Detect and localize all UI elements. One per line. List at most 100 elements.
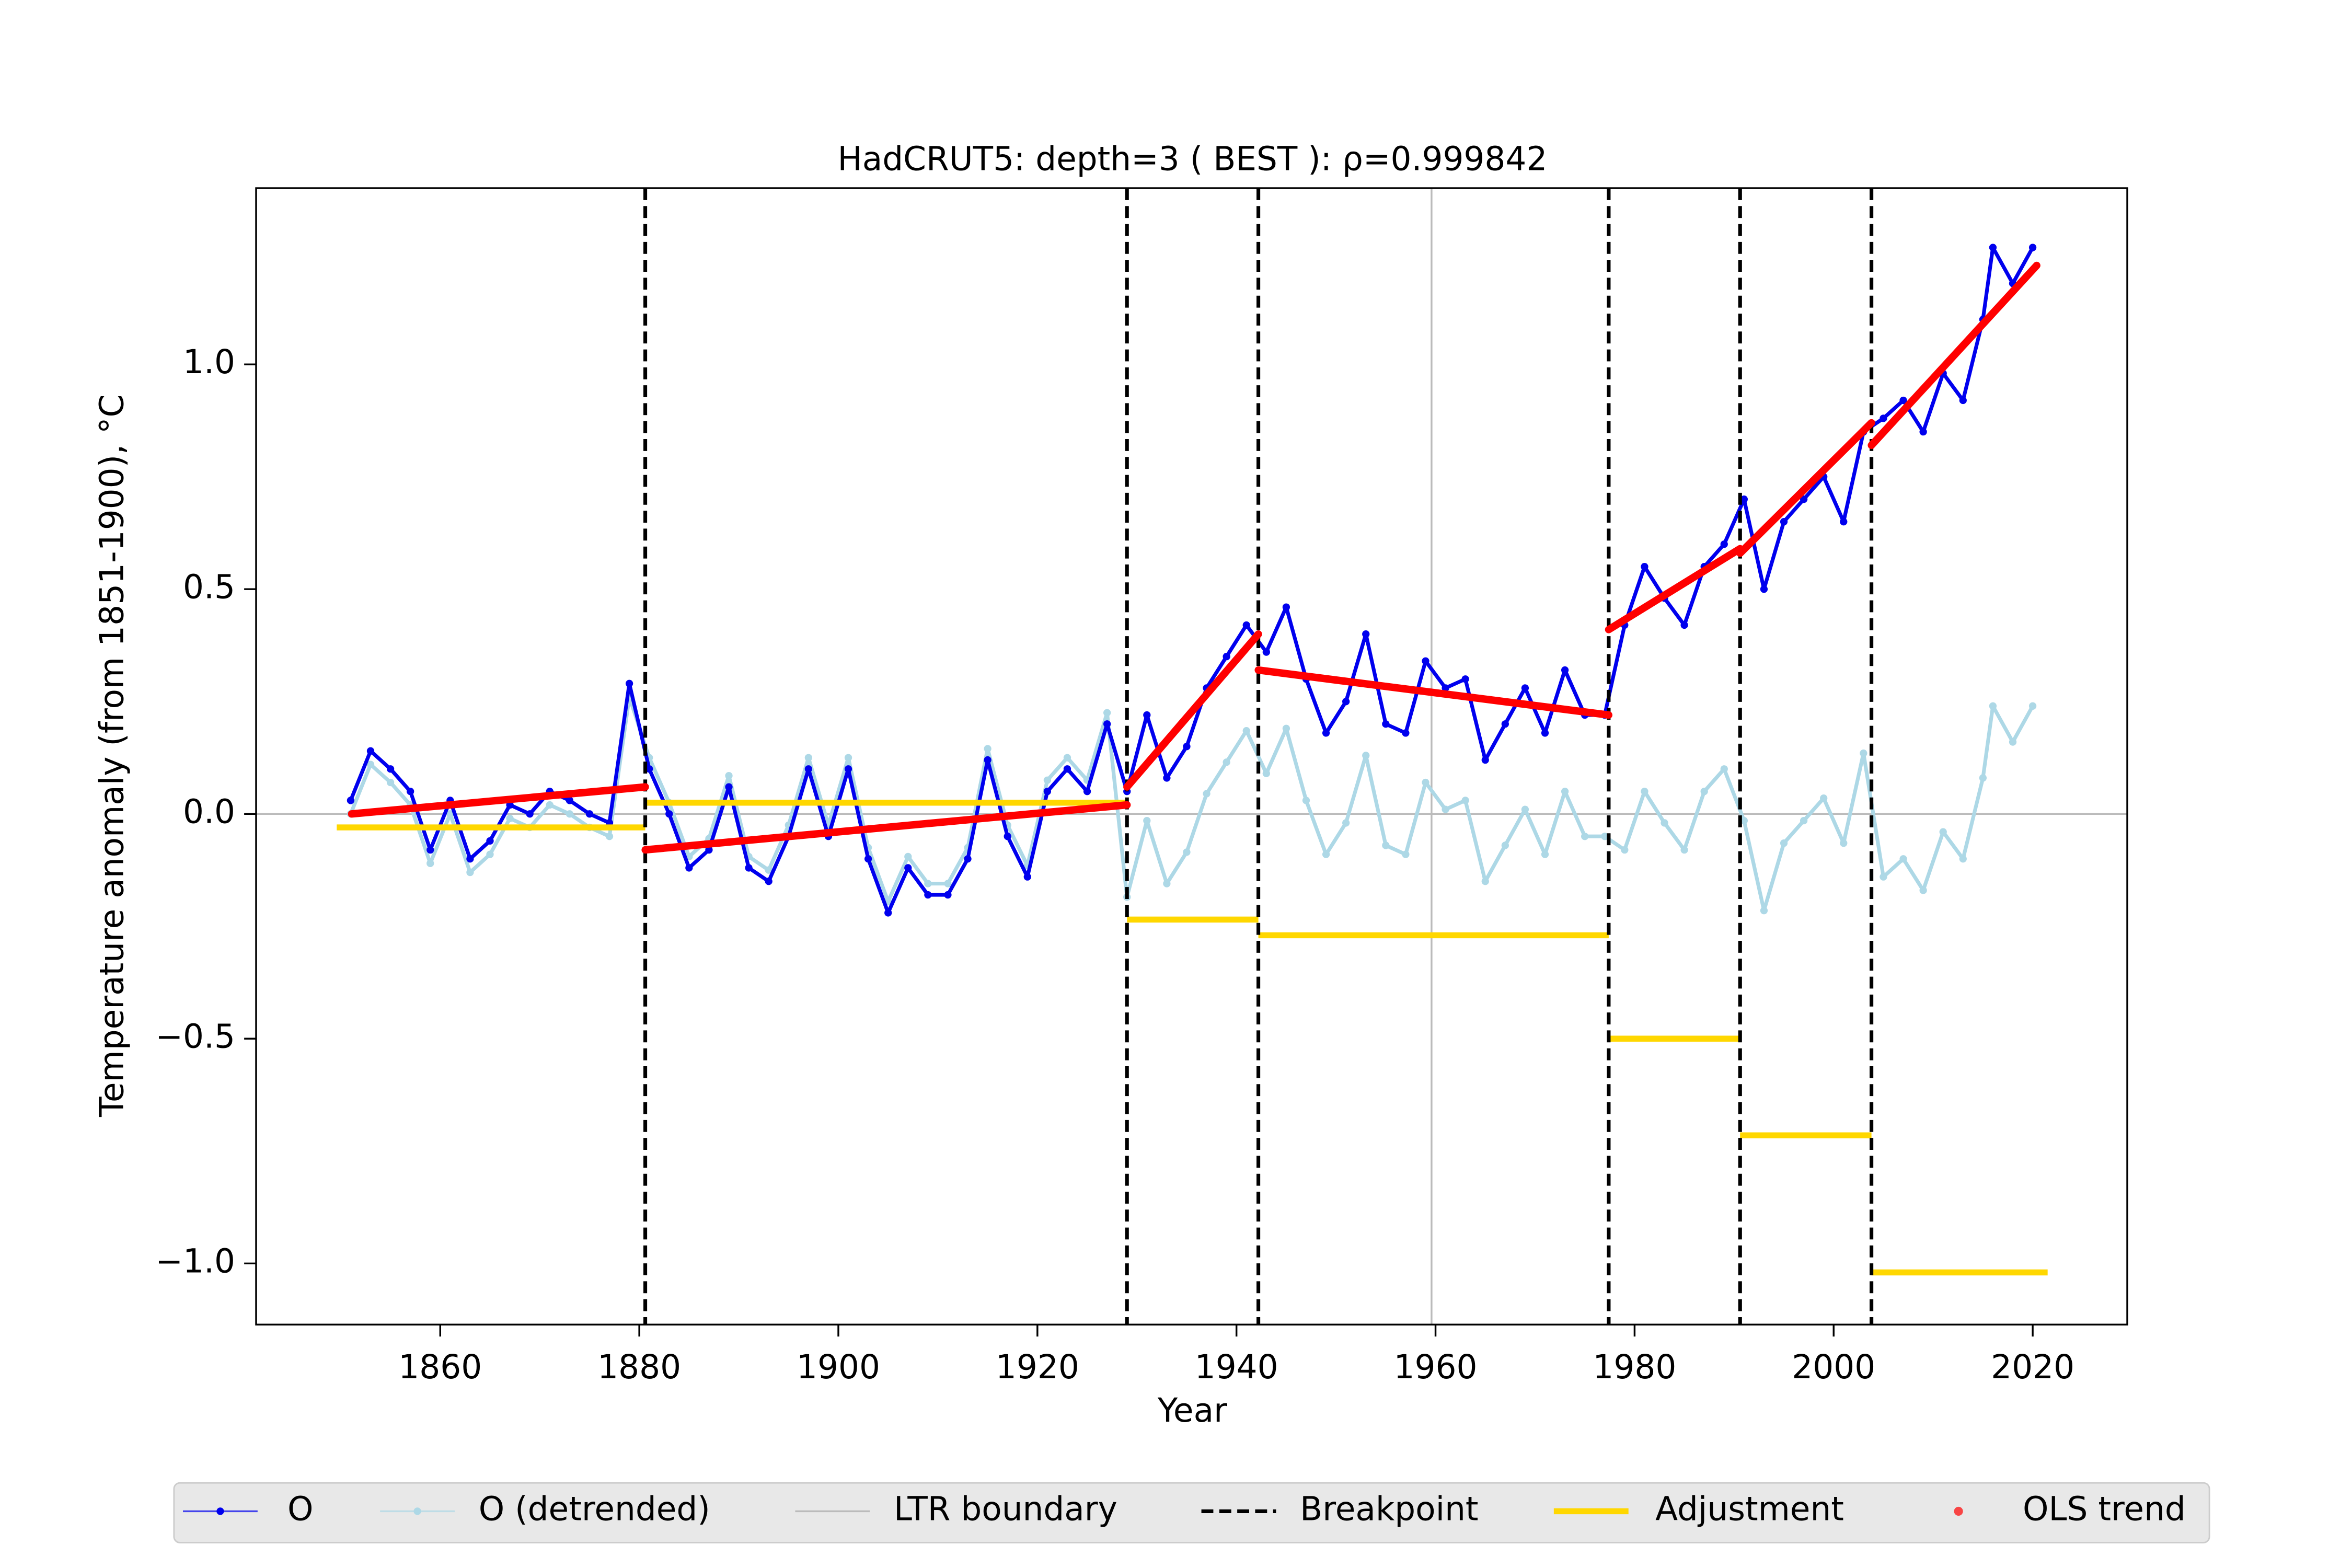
series-point [1143,816,1151,825]
x-tick-label: 1940 [1195,1348,1278,1386]
series-point [366,760,375,768]
series-point [1641,788,1648,795]
series-point [1989,244,1997,251]
series-point [1760,907,1768,915]
series-point [1880,414,1887,422]
series-point [1223,653,1230,661]
series-point [1621,846,1629,854]
x-tick-label: 1980 [1593,1348,1676,1386]
series-point [2009,738,2017,746]
ols-trend [641,801,1131,854]
y-tick-label: −1.0 [155,1242,235,1280]
background [21,0,2331,1568]
legend-entries: O O (detrended) LTR boundary Breakpoint Adju… [183,1490,2186,1528]
series-point [804,754,813,762]
series-point [1561,788,1569,795]
series-point [665,810,673,818]
series-point [1720,765,1728,773]
series-point [844,765,852,773]
series-point [1282,603,1290,611]
y-tick-label: 0.5 [183,568,235,606]
ols-trend [1867,261,2040,449]
x-tick-label: 1880 [597,1348,681,1386]
series-point [1601,833,1609,840]
series-point [1163,774,1171,782]
series-point [924,891,932,899]
series-point [446,810,454,818]
series-point [984,745,991,753]
series-point [1322,850,1330,858]
series-point [426,846,434,854]
series-point [745,864,753,872]
series-point [804,765,813,773]
ols-trend [348,783,649,818]
series-point [1342,698,1350,706]
series-point [1342,819,1350,827]
y-tick-label: 0.0 [183,792,235,831]
series-point [1362,752,1370,759]
series-point [1043,788,1052,795]
series-point [844,754,852,762]
series-point [1382,841,1390,849]
series-point [884,909,892,917]
series-point [1242,621,1250,629]
series-point [1262,769,1270,777]
series-point [1063,765,1071,773]
series-point [904,864,912,872]
x-tick-label: 1960 [1394,1348,1478,1386]
series-point [645,765,653,773]
series-point [1302,797,1310,804]
series-point [1561,666,1569,674]
series-point [1899,396,1907,405]
y-tick-label: −0.5 [155,1017,235,1055]
series-point [625,679,633,687]
series-point [1023,873,1031,881]
series-point [1501,841,1509,849]
series-point [386,765,395,773]
y-axis-label: Temperature anomaly (from 1851-1900), °C [93,395,131,1117]
legend-swatch [1954,1506,1963,1516]
legend [173,1482,2210,1543]
series-point [1860,749,1867,757]
series-point [904,852,912,861]
series-point [426,859,434,867]
series-point [1402,729,1410,737]
series-point [924,880,932,887]
series-point [1282,724,1290,732]
series-point [1979,774,1987,782]
series-point [1880,873,1887,881]
chart-title: HadCRUT5: depth=3 ( BEST ): ρ=0.999842 [837,140,1547,178]
series-point [705,846,713,854]
series-point [1899,855,1907,863]
series-point [546,801,554,809]
series-point [1959,855,1967,863]
series-point [566,810,573,818]
series-point [1780,839,1788,847]
ols-trend [1254,666,1613,719]
series-point [685,864,693,872]
series-point [2028,244,2037,251]
series-point [605,833,614,840]
legend-label: O [287,1490,313,1528]
series-point [1919,428,1927,436]
series-point [1422,657,1429,665]
series-point [386,778,395,787]
series-point [347,797,355,804]
series-point [526,810,534,818]
ols-trend [1605,545,1744,633]
series-point [1481,756,1489,764]
series-point [864,855,872,863]
series-point [1840,839,1848,847]
series-point [1800,816,1808,825]
series-point [765,878,773,885]
series-point [1004,833,1011,840]
series-point [1521,805,1529,813]
plot-frame [255,187,2128,1325]
series-point [1959,396,1967,405]
series-point [765,866,773,874]
series-line [349,695,2035,913]
series-point [1402,850,1410,858]
series-point [1422,778,1429,787]
series-point [1242,727,1250,735]
